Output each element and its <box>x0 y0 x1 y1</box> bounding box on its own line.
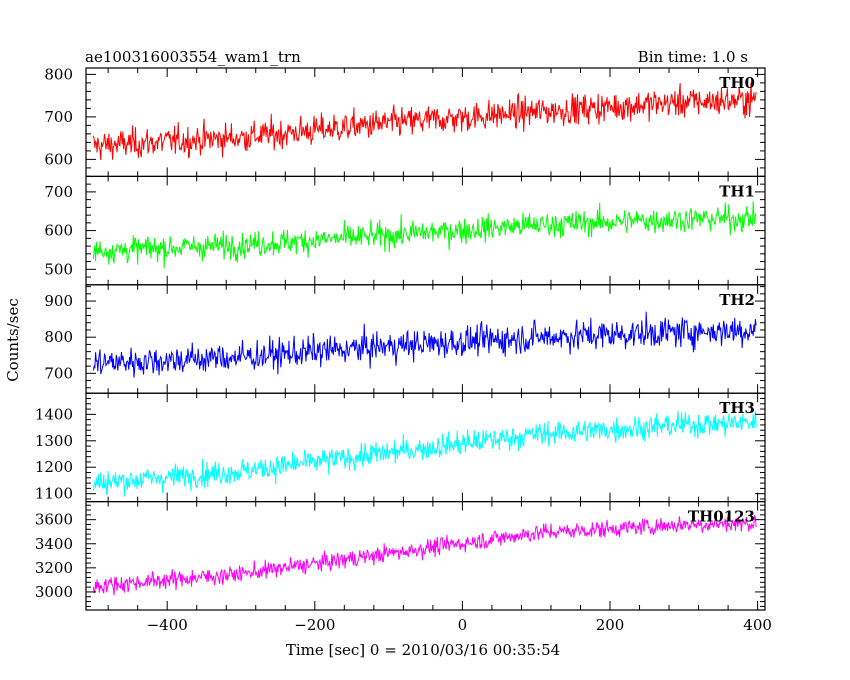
y-tick-label: 1400 <box>35 405 73 423</box>
y-tick-label: 600 <box>44 150 73 168</box>
series-label-th3: TH3 <box>719 399 755 417</box>
series-line-th1 <box>92 201 757 269</box>
y-tick-label: 700 <box>44 183 73 201</box>
panel-th3: 1100 1200 1300 1400 TH3 <box>35 392 766 503</box>
y-tick-label: 500 <box>44 260 73 278</box>
panel-th0123: 3000 3200 3400 3600 TH0123 <box>35 501 766 611</box>
y-tick-label: 1200 <box>35 458 73 476</box>
series-label-th0123: TH0123 <box>688 508 755 526</box>
panels-group: 600 700 800 TH0 500 600 700 TH1 700 800 900 TH2 1100… <box>35 65 772 634</box>
y-tick-label: 700 <box>44 108 73 126</box>
series-line-th0123 <box>92 514 757 596</box>
y-tick-label: 700 <box>44 364 73 382</box>
y-tick-label: 1100 <box>35 485 73 503</box>
y-tick-label: 800 <box>44 328 73 346</box>
y-tick-label: 1300 <box>35 432 73 450</box>
y-axis-label: Counts/sec <box>4 298 22 382</box>
series-line-th3 <box>92 410 757 497</box>
series-label-th1: TH1 <box>719 182 755 200</box>
x-axis-label: Time [sec] 0 = 2010/03/16 00:35:54 <box>286 641 560 659</box>
chart-title-left: ae100316003554_wam1_trn <box>85 48 301 66</box>
y-tick-label: 800 <box>44 65 73 83</box>
panel-th1: 500 600 700 TH1 <box>44 175 766 286</box>
y-tick-label: 600 <box>44 222 73 240</box>
series-label-th2: TH2 <box>719 291 755 309</box>
series-label-th0: TH0 <box>719 74 755 92</box>
chart-title-right: Bin time: 1.0 s <box>638 48 748 66</box>
series-line-th2 <box>92 311 757 378</box>
x-tick-label: −400 <box>147 616 188 634</box>
panel-frame <box>85 67 766 178</box>
x-tick-label: −200 <box>294 616 335 634</box>
panel-th2: 700 800 900 TH2 <box>44 284 766 394</box>
panel-frame <box>85 501 766 611</box>
x-tick-label: 200 <box>596 616 625 634</box>
y-tick-label: 3200 <box>35 559 73 577</box>
series-line-th0 <box>92 82 757 160</box>
y-tick-label: 3400 <box>35 535 73 553</box>
y-tick-label: 3600 <box>35 511 73 529</box>
y-tick-label: 900 <box>44 292 73 310</box>
x-tick-label: 400 <box>743 616 772 634</box>
panel-th0: 600 700 800 TH0 <box>44 65 766 178</box>
x-tick-label: 0 <box>458 616 468 634</box>
y-tick-label: 3000 <box>35 583 73 601</box>
